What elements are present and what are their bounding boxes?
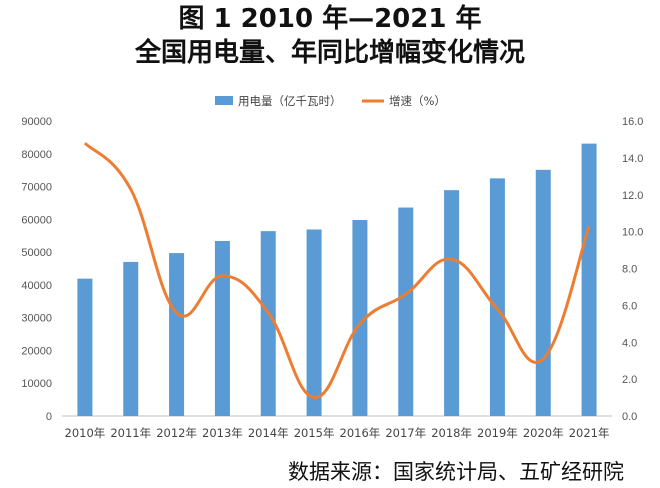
x-tick-label: 2020年 — [523, 426, 564, 440]
bar — [581, 143, 597, 416]
chart-title: 图 1 2010 年—2021 年 — [178, 4, 482, 34]
bar — [398, 207, 414, 416]
x-tick-label: 2016年 — [340, 426, 381, 440]
legend-label-bar: 用电量（亿千瓦时） — [238, 94, 342, 108]
x-tick-label: 2015年 — [294, 426, 335, 440]
y-right-tick-label: 10.0 — [622, 227, 643, 239]
y-right-tick-label: 16.0 — [622, 116, 643, 128]
source-note: 数据来源：国家统计局、五矿经研院 — [288, 460, 624, 484]
bar — [352, 219, 368, 416]
bar — [306, 229, 322, 416]
x-tick-label: 2013年 — [202, 426, 243, 440]
bar — [535, 169, 551, 416]
bar — [489, 178, 505, 416]
x-tick-label: 2021年 — [569, 426, 610, 440]
bar — [260, 231, 276, 416]
y-left-tick-label: 50000 — [21, 247, 52, 259]
x-tick-label: 2017年 — [385, 426, 426, 440]
y-right-tick-label: 4.0 — [622, 337, 637, 349]
y-right-tick-label: 8.0 — [622, 264, 637, 276]
y-left-tick-label: 30000 — [21, 313, 52, 325]
y-left-tick-label: 20000 — [21, 345, 52, 357]
y-left-tick-label: 0 — [46, 411, 52, 423]
y-left-tick-label: 40000 — [21, 280, 52, 292]
bar — [77, 278, 93, 416]
x-tick-label: 2011年 — [110, 426, 151, 440]
y-left-tick-label: 10000 — [21, 378, 52, 390]
legend-label-line: 增速（%） — [389, 94, 446, 108]
x-tick-label: 2018年 — [431, 426, 472, 440]
y-left-tick-label: 60000 — [21, 214, 52, 226]
legend-swatch-bar — [215, 96, 233, 105]
bar — [123, 261, 139, 416]
y-right-tick-label: 12.0 — [622, 190, 643, 202]
bar — [214, 240, 230, 416]
y-right-tick-label: 0.0 — [622, 411, 637, 423]
bar — [169, 253, 185, 416]
x-tick-label: 2012年 — [156, 426, 197, 440]
y-left-tick-label: 90000 — [21, 116, 52, 128]
y-left-tick-label: 70000 — [21, 182, 52, 194]
growth-rate-line — [83, 142, 591, 400]
bar — [444, 190, 460, 416]
x-tick-label: 2010年 — [65, 426, 106, 440]
y-left-tick-label: 80000 — [21, 149, 52, 161]
y-right-tick-label: 14.0 — [622, 153, 643, 165]
x-tick-label: 2019年 — [477, 426, 518, 440]
chart-subtitle: 全国用电量、年同比增幅变化情况 — [134, 38, 525, 68]
y-right-tick-label: 2.0 — [622, 374, 637, 386]
x-tick-label: 2014年 — [248, 426, 289, 440]
y-right-tick-label: 6.0 — [622, 300, 637, 312]
